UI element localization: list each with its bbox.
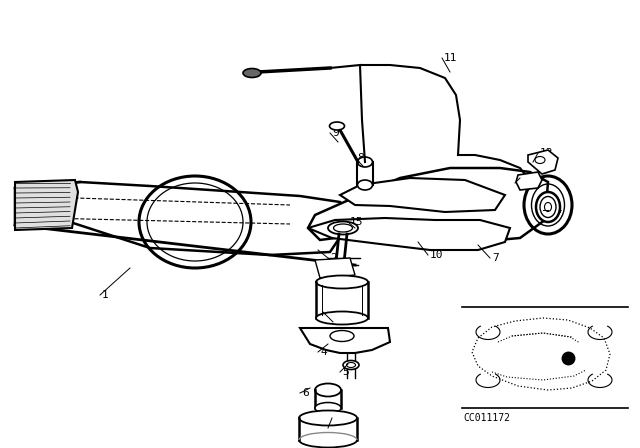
Polygon shape — [315, 258, 355, 278]
Ellipse shape — [330, 122, 344, 130]
Text: 10: 10 — [430, 250, 444, 260]
Text: CC011172: CC011172 — [463, 413, 510, 423]
Ellipse shape — [315, 402, 341, 414]
Ellipse shape — [316, 276, 368, 289]
Text: 5: 5 — [342, 367, 349, 377]
Text: 12: 12 — [522, 173, 536, 183]
Polygon shape — [308, 168, 548, 242]
Ellipse shape — [542, 198, 554, 212]
Text: 4: 4 — [320, 347, 327, 357]
Text: 16: 16 — [334, 413, 348, 423]
Text: 8: 8 — [357, 153, 364, 163]
Text: 6: 6 — [302, 388, 308, 398]
Ellipse shape — [343, 361, 359, 370]
Text: 15: 15 — [350, 217, 364, 227]
Ellipse shape — [315, 383, 341, 396]
Text: 13: 13 — [540, 148, 554, 158]
Polygon shape — [516, 172, 542, 190]
Ellipse shape — [328, 221, 358, 234]
Text: 14: 14 — [550, 205, 563, 215]
Text: 2: 2 — [330, 253, 337, 263]
Polygon shape — [528, 150, 558, 174]
Polygon shape — [308, 218, 510, 250]
Polygon shape — [15, 180, 78, 230]
Ellipse shape — [316, 311, 368, 324]
Ellipse shape — [243, 69, 261, 78]
Polygon shape — [15, 182, 355, 255]
Ellipse shape — [358, 157, 372, 167]
Text: 9: 9 — [332, 128, 339, 138]
Text: 1: 1 — [102, 290, 109, 300]
Ellipse shape — [299, 410, 357, 426]
Polygon shape — [300, 328, 390, 353]
Text: 3: 3 — [335, 317, 342, 327]
Ellipse shape — [536, 192, 560, 222]
Text: 11: 11 — [444, 53, 458, 63]
Text: 7: 7 — [492, 253, 499, 263]
Ellipse shape — [358, 180, 372, 190]
Polygon shape — [340, 178, 505, 212]
